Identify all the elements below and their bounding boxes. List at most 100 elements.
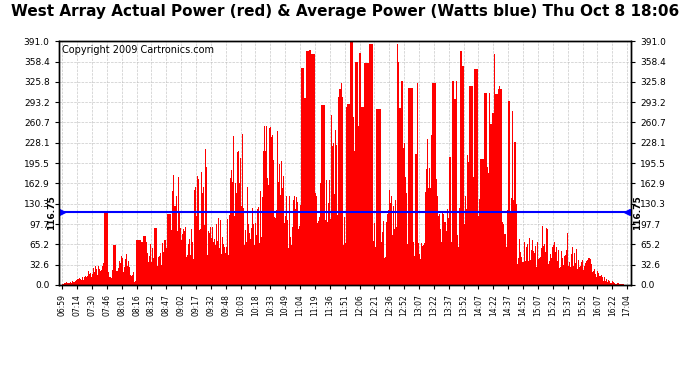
Bar [200,229,201,285]
Bar [330,219,331,285]
Bar [549,261,550,285]
Bar [577,264,578,285]
Bar [291,245,292,285]
Bar [378,109,379,285]
Bar [363,107,364,285]
Bar [343,245,344,285]
Bar [465,196,466,285]
Bar [530,260,531,285]
Bar [377,109,378,285]
Bar [389,190,390,285]
Bar [206,168,207,285]
Bar [288,248,289,285]
Bar [77,279,78,285]
Bar [188,244,189,285]
Bar [511,111,512,285]
Bar [425,192,426,285]
Bar [456,81,457,285]
Bar [170,214,171,285]
Bar [615,284,616,285]
Bar [457,214,458,285]
Bar [175,206,176,285]
Bar [521,254,522,285]
Bar [63,284,64,285]
Bar [533,251,534,285]
Bar [321,105,322,285]
Bar [392,236,393,285]
Bar [502,222,503,285]
Bar [359,54,360,285]
Bar [195,187,196,285]
Bar [383,220,384,285]
Bar [398,62,399,285]
Bar [171,230,172,285]
Bar [350,42,351,285]
Bar [376,257,377,285]
Bar [156,228,157,285]
Bar [479,200,480,285]
Bar [544,244,546,285]
Bar [578,261,579,285]
Bar [85,276,86,285]
Bar [260,191,261,285]
Bar [333,143,334,285]
Bar [595,270,596,285]
Bar [466,209,467,285]
Bar [601,274,602,285]
Bar [443,214,444,285]
Bar [199,181,200,285]
Bar [137,240,138,285]
Bar [96,271,97,285]
Bar [366,63,367,285]
Bar [353,117,354,285]
Bar [604,278,605,285]
Bar [139,240,140,285]
Bar [154,228,155,285]
Bar [69,283,70,285]
Bar [140,240,141,285]
Bar [526,247,527,285]
Bar [201,172,202,285]
Bar [588,258,589,285]
Bar [155,228,156,285]
Bar [304,98,305,285]
Bar [416,154,417,285]
Bar [520,252,521,285]
Bar [207,237,208,285]
Bar [347,107,348,285]
Bar [600,277,601,285]
Bar [233,136,234,285]
Bar [110,273,111,285]
Bar [529,238,530,285]
Bar [509,101,510,285]
Bar [240,158,241,285]
Bar [279,161,280,285]
Bar [482,159,483,285]
Bar [187,255,188,285]
Bar [454,99,455,285]
Bar [426,183,427,285]
Bar [623,284,624,285]
Bar [80,279,81,285]
Bar [301,68,302,285]
Bar [565,255,566,285]
Bar [386,222,387,285]
Bar [624,284,625,285]
Bar [554,242,555,285]
Bar [91,277,92,285]
Bar [307,51,308,285]
Bar [332,146,333,285]
Bar [160,254,161,285]
Bar [395,222,396,285]
Bar [329,180,330,285]
Bar [384,258,385,285]
Bar [83,278,84,285]
Bar [455,81,456,285]
Bar [76,280,77,285]
Bar [483,159,484,285]
Bar [499,86,500,285]
Bar [261,243,262,285]
Bar [405,192,406,285]
Bar [294,246,295,285]
Bar [566,221,567,285]
